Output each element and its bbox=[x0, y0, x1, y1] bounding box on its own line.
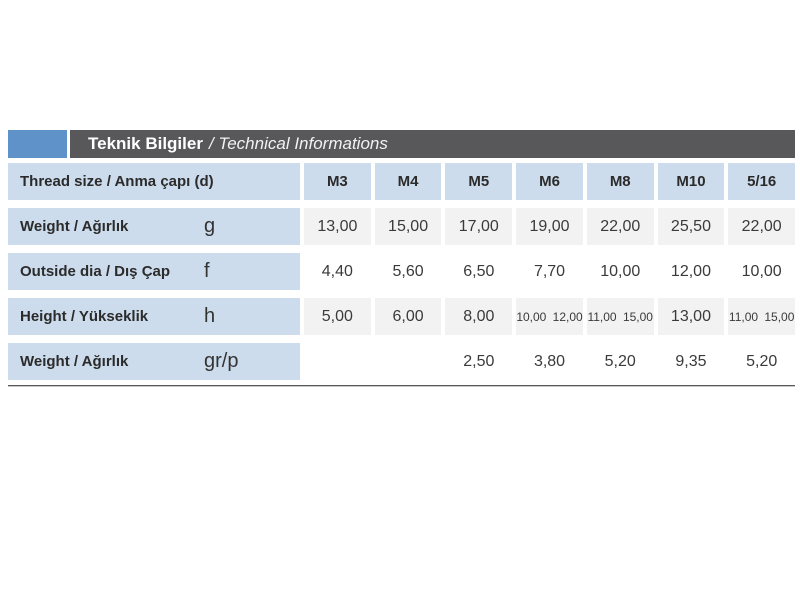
table-cell bbox=[375, 343, 442, 380]
table-cell: 17,00 bbox=[445, 208, 513, 245]
table-cell: 22,00 bbox=[728, 208, 796, 245]
table-cell: 10,00 bbox=[600, 262, 641, 280]
column-header-m3: M3 bbox=[304, 163, 371, 200]
row-label: Weight / Ağırlık bbox=[20, 353, 129, 370]
table-cell: 4,40 bbox=[321, 262, 353, 280]
column-header-5-16: 5/16 bbox=[728, 163, 796, 200]
table-cell: 8,00 bbox=[445, 298, 513, 335]
table-cell: 9,35 bbox=[675, 352, 707, 370]
section-title-strip: Teknik Bilgiler / Technical Informations bbox=[70, 130, 795, 158]
table-cell bbox=[304, 343, 371, 380]
row-label: Outside dia / Dış Çap bbox=[20, 263, 171, 280]
section-title-english: / Technical Informations bbox=[208, 134, 388, 153]
header-label: Thread size / Anma çapı (d) bbox=[20, 173, 214, 190]
bottom-rule bbox=[8, 385, 795, 387]
row-label: Weight / Ağırlık bbox=[20, 218, 129, 235]
column-header-m5: M5 bbox=[445, 163, 513, 200]
table-cell: 19,00 bbox=[516, 208, 583, 245]
column-header-m6: M6 bbox=[516, 163, 583, 200]
table-cell: 6,50 bbox=[463, 262, 495, 280]
table-cell: 5,20 bbox=[746, 352, 778, 370]
accent-box bbox=[8, 130, 67, 158]
row-label-cell: Weight / Ağırlık g bbox=[8, 208, 300, 245]
column-header-m4: M4 bbox=[374, 163, 442, 200]
table-cell: 3,80 bbox=[533, 352, 566, 370]
table-cell-dual: 11,00 15,00 bbox=[586, 298, 654, 335]
table-cell: 15,00 bbox=[374, 208, 442, 245]
row-symbol: gr/p bbox=[204, 350, 239, 372]
row-label: Height / Yükseklik bbox=[20, 308, 149, 325]
table-cell: 7,70 bbox=[533, 262, 566, 280]
table-cell: 12,00 bbox=[670, 262, 711, 280]
row-symbol: h bbox=[204, 305, 216, 327]
table-cell: 13,00 bbox=[304, 208, 371, 245]
table-cell-dual: 11,00 15,00 bbox=[728, 298, 796, 335]
table-header-row: Thread size / Anma çapı (d) M3 M4 M5 M6 … bbox=[8, 163, 796, 200]
row-symbol: g bbox=[204, 215, 216, 237]
row-symbol: f bbox=[204, 260, 210, 282]
section-header: Teknik Bilgiler / Technical Informations bbox=[8, 130, 795, 158]
table-row-weight-grp: Weight / Ağırlık gr/p 2,50 3,80 5,20 9,3… bbox=[8, 343, 795, 380]
row-label-cell: Weight / Ağırlık gr/p bbox=[8, 343, 300, 380]
table-cell: 5,00 bbox=[304, 298, 371, 335]
row-label-cell: Height / Yükseklik h bbox=[8, 298, 300, 335]
spec-table-section: Teknik Bilgiler / Technical Informations… bbox=[8, 130, 796, 387]
table-cell-dual: 10,00 12,00 bbox=[516, 298, 583, 335]
column-header-m8: M8 bbox=[586, 163, 654, 200]
table-row-weight-g: Weight / Ağırlık g 13,00 15,00 17,00 19,… bbox=[8, 208, 796, 245]
table-cell: 6,00 bbox=[374, 298, 442, 335]
table-cell: 25,50 bbox=[657, 208, 725, 245]
section-title-turkish: Teknik Bilgiler bbox=[88, 134, 203, 153]
header-label-cell: Thread size / Anma çapı (d) bbox=[8, 163, 300, 200]
table-row-outside-dia: Outside dia / Dış Çap f 4,40 5,60 6,50 7… bbox=[8, 253, 795, 290]
table-cell: 22,00 bbox=[586, 208, 654, 245]
table-cell: 2,50 bbox=[463, 352, 495, 370]
table-cell: 5,20 bbox=[604, 352, 636, 370]
table-cell: 5,60 bbox=[392, 262, 424, 280]
table-cell: 13,00 bbox=[657, 298, 725, 335]
table-cell: 10,00 bbox=[741, 262, 782, 280]
row-label-cell: Outside dia / Dış Çap f bbox=[8, 253, 300, 290]
table-row-height: Height / Yükseklik h 5,00 6,00 8,00 10,0… bbox=[8, 298, 796, 335]
column-header-m10: M10 bbox=[657, 163, 725, 200]
